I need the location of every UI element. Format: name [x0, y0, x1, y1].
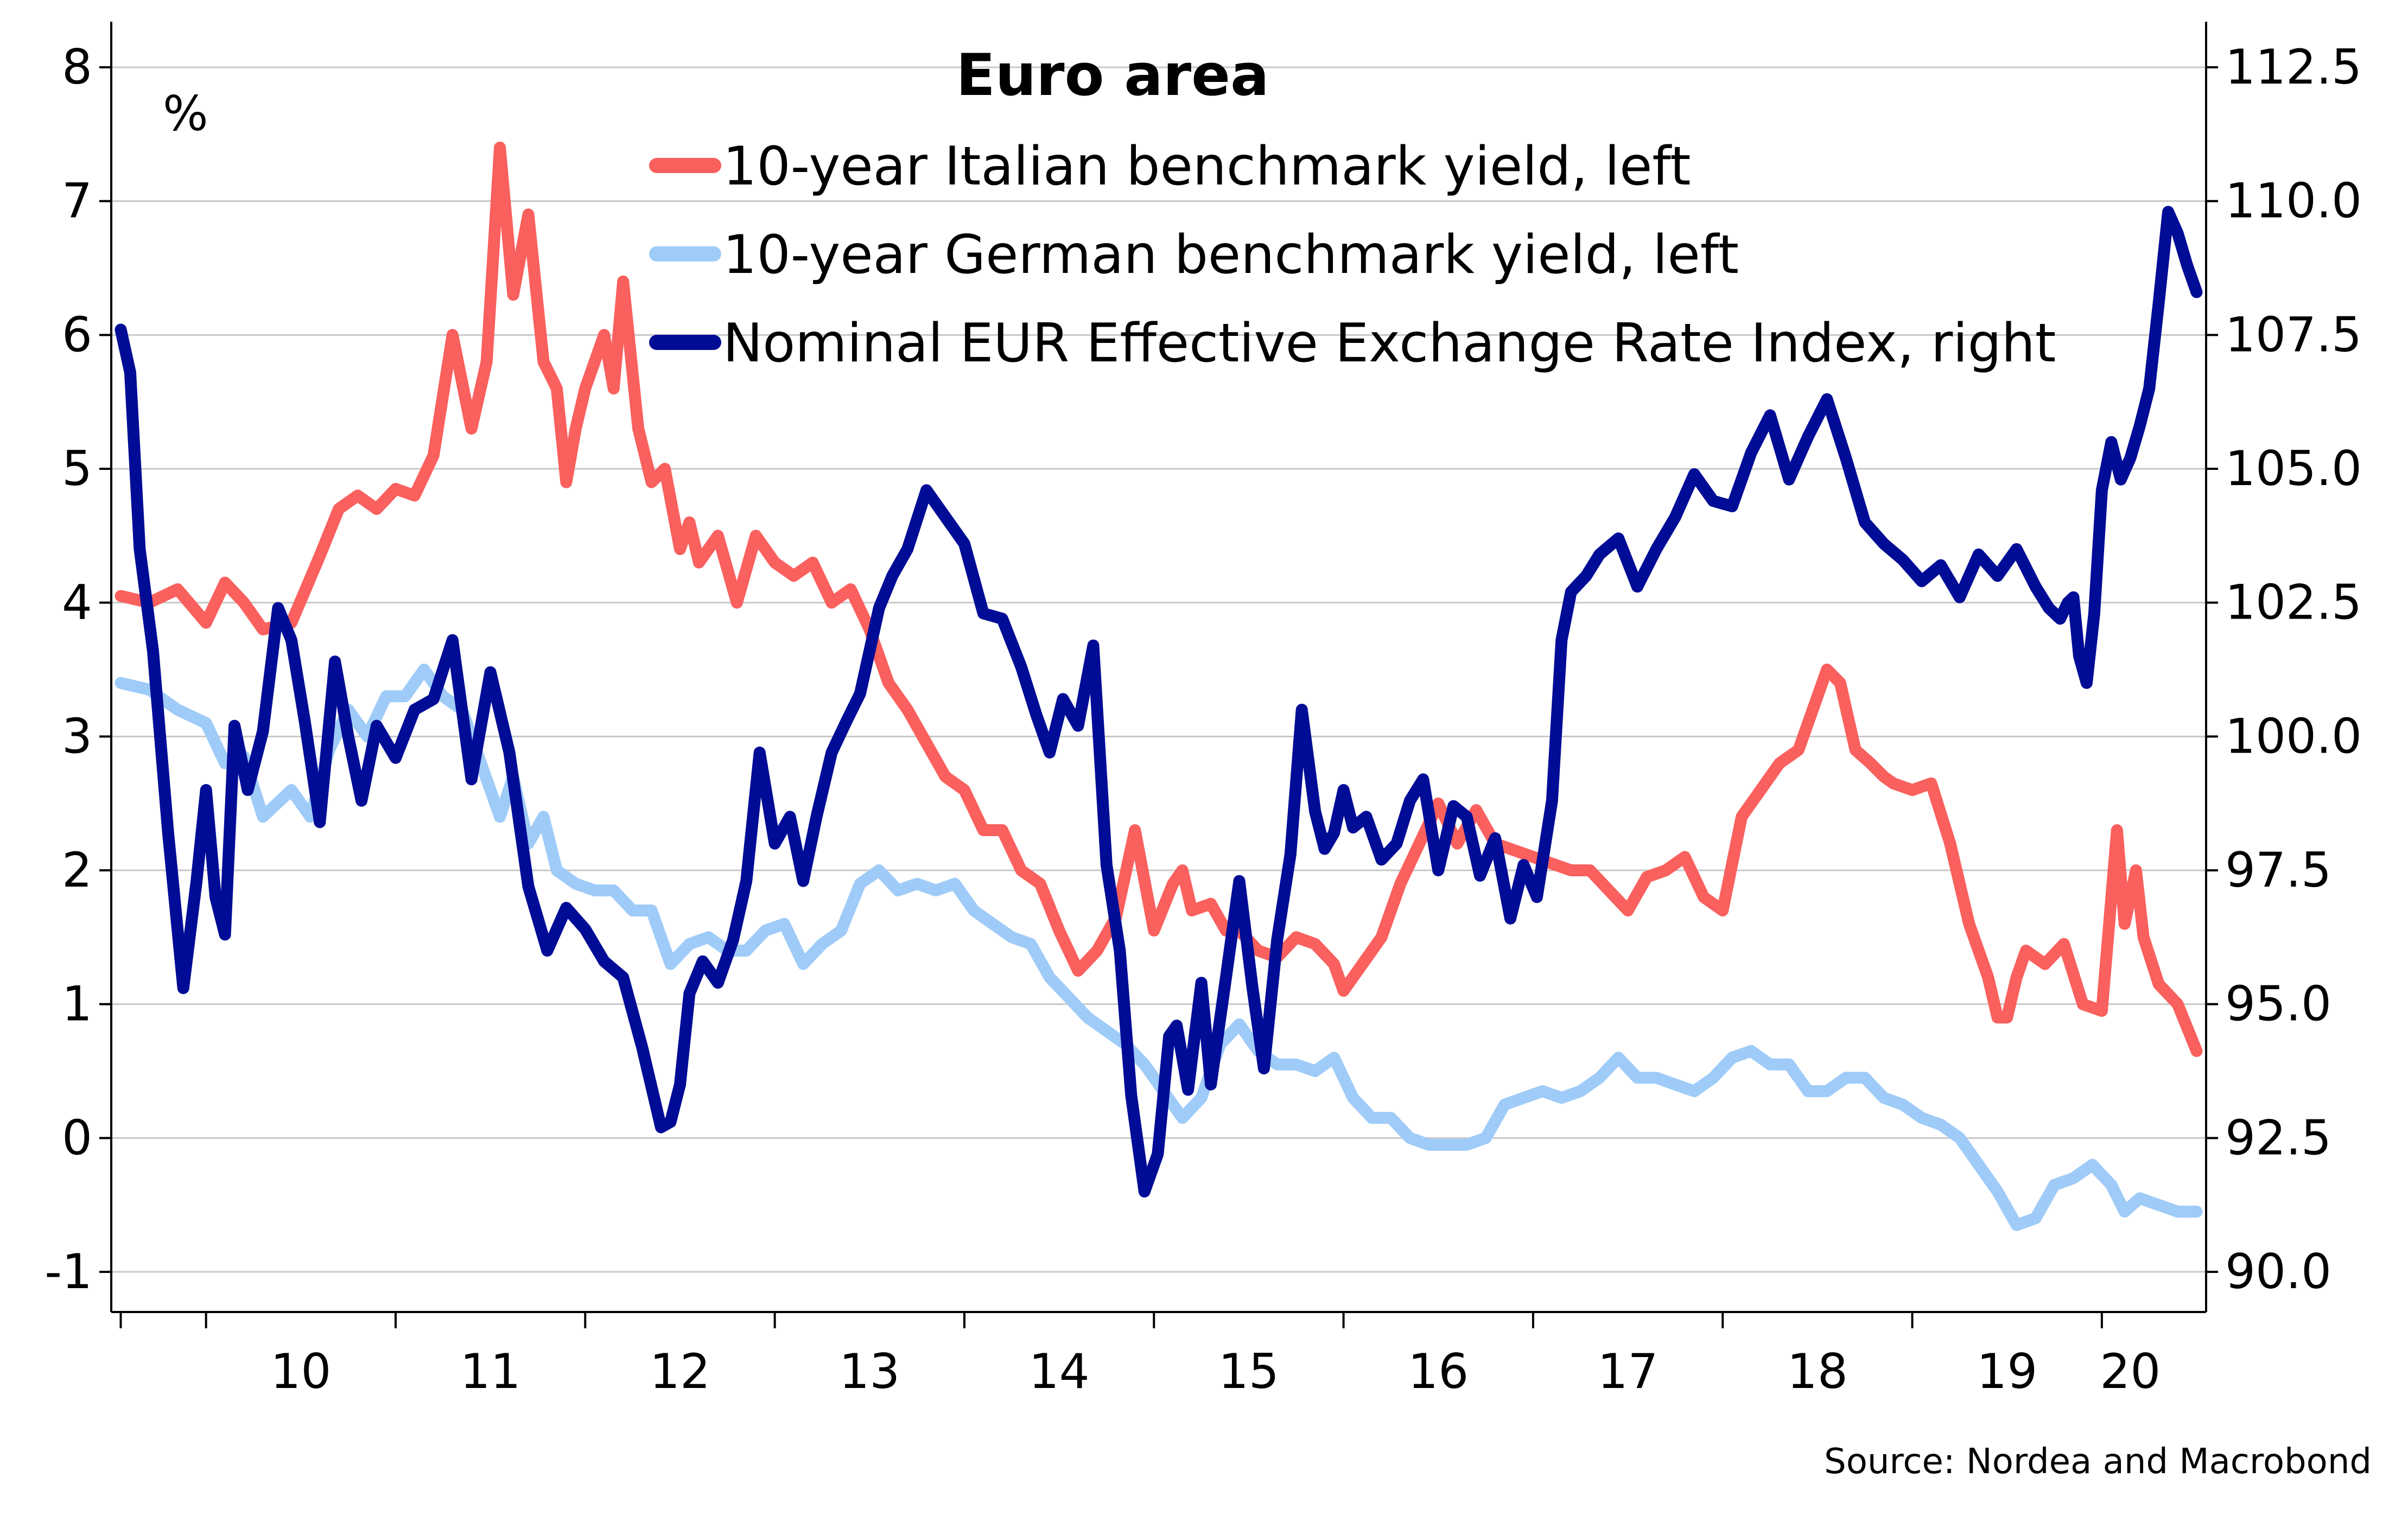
series-line-eur-eer-index [115, 206, 2203, 1198]
right-tick-label: 102.5 [2225, 575, 2362, 631]
x-tick-label: 11 [460, 1343, 521, 1399]
right-tick-label: 112.5 [2225, 39, 2362, 95]
right-tick-label: 107.5 [2225, 307, 2362, 362]
left-tick-label: 6 [62, 307, 92, 362]
right-tick-label: 90.0 [2225, 1244, 2331, 1300]
axes [99, 22, 2218, 1328]
right-tick-label: 95.0 [2225, 976, 2331, 1032]
series-lines [115, 142, 2203, 1231]
x-tick-label: 14 [1029, 1343, 1090, 1399]
right-tick-label: 110.0 [2225, 173, 2362, 229]
legend-label-italian: 10-year Italian benchmark yield, left [723, 136, 1691, 198]
chart-title: Euro area [956, 42, 1269, 109]
x-tick-label: 20 [2100, 1343, 2161, 1399]
x-tick-label: 10 [270, 1343, 331, 1399]
legend-label-eer: Nominal EUR Effective Exchange Rate Inde… [723, 313, 2056, 374]
right-tick-label: 105.0 [2225, 441, 2362, 496]
right-tick-label: 97.5 [2225, 842, 2331, 898]
x-tick-label: 13 [839, 1343, 900, 1399]
left-tick-label: 7 [62, 173, 92, 229]
left-axis-unit: % [163, 86, 208, 142]
x-tick-label: 18 [1787, 1343, 1848, 1399]
legend: 10-year Italian benchmark yield, left 10… [649, 136, 2056, 374]
x-tick-label: 19 [1977, 1343, 2037, 1399]
left-tick-label: 8 [62, 39, 92, 95]
x-tick-label: 16 [1408, 1343, 1469, 1399]
series-line-italian-yield [115, 142, 2203, 1057]
right-tick-label: 100.0 [2225, 708, 2362, 764]
left-tick-label: -1 [45, 1244, 92, 1300]
left-tick-label: 1 [62, 976, 92, 1032]
left-tick-label: 2 [62, 842, 92, 898]
left-tick-label: 5 [62, 441, 92, 496]
source-note: Source: Nordea and Macrobond [1824, 1442, 2372, 1482]
left-tick-label: 4 [62, 575, 92, 631]
right-tick-label: 92.5 [2225, 1110, 2331, 1166]
gridlines [111, 66, 2206, 1273]
tick-labels: -101234567890.092.595.097.5100.0102.5105… [45, 39, 2362, 1399]
x-tick-label: 15 [1218, 1343, 1279, 1399]
series-line-german-yield [115, 664, 2203, 1231]
left-tick-label: 3 [62, 708, 92, 764]
legend-label-german: 10-year German benchmark yield, left [723, 224, 1739, 286]
x-tick-label: 12 [650, 1343, 710, 1399]
left-tick-label: 0 [62, 1110, 92, 1166]
x-tick-label: 17 [1598, 1343, 1659, 1399]
